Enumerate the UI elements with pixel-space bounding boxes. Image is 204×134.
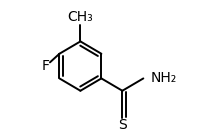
Text: F: F	[42, 59, 50, 73]
Text: CH₃: CH₃	[68, 10, 93, 24]
Text: S: S	[118, 118, 127, 132]
Text: NH₂: NH₂	[151, 71, 177, 85]
